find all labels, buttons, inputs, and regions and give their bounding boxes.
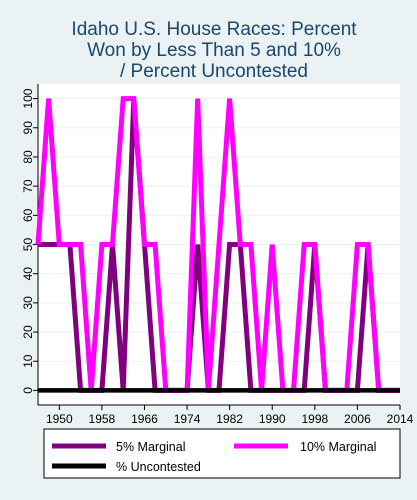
chart-title: Idaho U.S. House Races: Percent Won by L…: [71, 19, 357, 82]
y-tick-label: 20: [21, 325, 35, 339]
y-tick-label: 90: [21, 121, 35, 135]
x-tick-label: 2014: [387, 412, 414, 426]
x-tick-label: 1998: [301, 412, 328, 426]
y-tick-label: 40: [21, 267, 35, 281]
y-tick-label: 10: [21, 354, 35, 368]
y-tick-label: 100: [21, 88, 35, 108]
y-axis-ticks: 0 10 20 30 40 50 60 70 80 90 100: [21, 88, 38, 394]
legend-label-10pct: 10% Marginal: [300, 440, 376, 454]
y-tick-label: 0: [21, 387, 35, 394]
legend-label-uncontested: % Uncontested: [116, 460, 201, 474]
chart-title-line-3: / Percent Uncontested: [120, 61, 308, 82]
x-tick-label: 1950: [46, 412, 73, 426]
series-lines: [35, 96, 400, 393]
chart-title-line-2: Won by Less Than 5 and 10%: [87, 40, 341, 61]
x-tick-label: 1958: [89, 412, 116, 426]
x-tick-label: 1990: [259, 412, 286, 426]
y-tick-label: 50: [21, 238, 35, 252]
y-tick-label: 30: [21, 296, 35, 310]
y-tick-label: 70: [21, 179, 35, 193]
x-tick-label: 1974: [174, 412, 201, 426]
x-tick-label: 1982: [216, 412, 243, 426]
x-axis-ticks: 1950 1958 1966 1974 1982 1990 1998 2006 2014: [46, 405, 414, 426]
x-tick-label: 2006: [344, 412, 371, 426]
chart-title-line-1: Idaho U.S. House Races: Percent: [71, 19, 357, 40]
y-tick-label: 60: [21, 208, 35, 222]
legend-label-5pct: 5% Marginal: [116, 440, 185, 454]
x-tick-label: 1966: [131, 412, 158, 426]
y-tick-label: 80: [21, 150, 35, 164]
legend: 5% Marginal 10% Marginal % Uncontested: [43, 428, 401, 479]
legend-box: [43, 428, 401, 479]
